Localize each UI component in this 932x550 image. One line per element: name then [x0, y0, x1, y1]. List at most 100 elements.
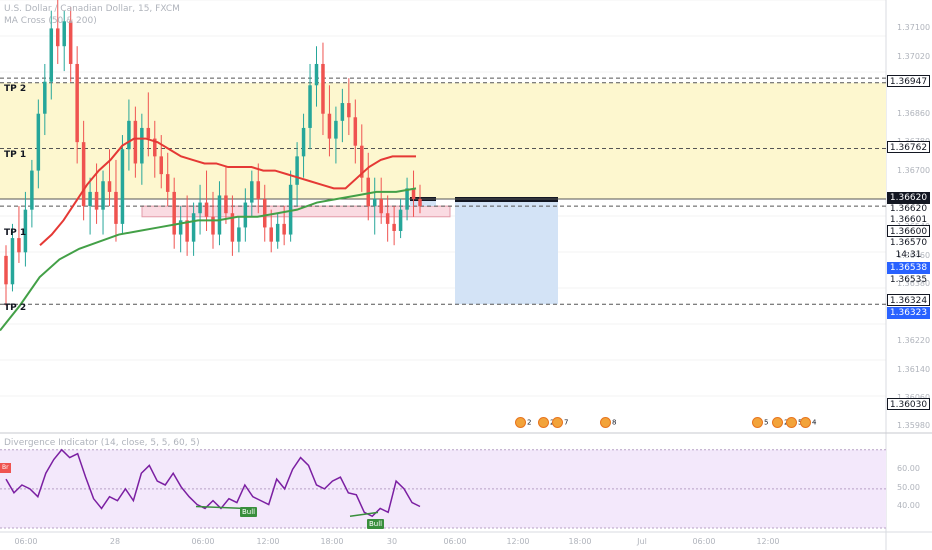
- candle-body: [55, 28, 60, 47]
- candle-body: [107, 181, 112, 192]
- candle-body: [398, 209, 403, 231]
- time-tick: 28: [109, 537, 121, 546]
- bear-signal-tag: Br: [0, 463, 11, 473]
- time-tick: 06:00: [443, 537, 467, 546]
- candle-body: [314, 63, 319, 86]
- event-marker-3[interactable]: 7: [552, 417, 568, 428]
- indicator-band: [0, 449, 886, 528]
- candle-body: [282, 223, 286, 235]
- price-label-p7: 1.36570: [889, 238, 928, 248]
- tp2-lower-label: TP 2: [4, 303, 27, 313]
- candle-body: [17, 238, 21, 253]
- price-label-p8: 1.36538: [887, 262, 930, 274]
- tp2-upper-label: TP 2: [4, 84, 27, 94]
- price-label-p3: 1.36620: [887, 192, 930, 204]
- stop-zone: [141, 205, 451, 218]
- candle-body: [211, 216, 215, 235]
- candle-body: [165, 174, 170, 192]
- candle-body: [36, 113, 41, 171]
- candle-body: [49, 28, 54, 82]
- event-marker-4[interactable]: 8: [600, 417, 616, 428]
- moving-averages: [0, 137, 417, 332]
- price-label-p5: 1.36601: [889, 215, 928, 225]
- candle-body: [178, 220, 183, 235]
- price-label-p4: 1.36620: [889, 204, 928, 214]
- event-marker-1[interactable]: 2: [515, 417, 531, 428]
- candle-body: [405, 188, 409, 210]
- time-tick: 06:00: [14, 537, 38, 546]
- candle-body: [411, 188, 416, 200]
- candle-body: [340, 103, 345, 121]
- candle-body: [334, 120, 338, 139]
- candle-body: [385, 213, 390, 224]
- price-tick: 1.37020: [897, 51, 931, 61]
- price-tick: 1.36860: [897, 108, 931, 118]
- flag-icon: [538, 417, 549, 428]
- candle-body: [94, 191, 99, 210]
- event-marker-8[interactable]: 4: [800, 417, 816, 428]
- indicator-pane: [0, 448, 886, 529]
- time-tick: 06:00: [191, 537, 215, 546]
- bull-signal-1: Bull: [240, 507, 258, 517]
- candle-body: [250, 181, 254, 203]
- candle-body: [10, 238, 15, 285]
- symbol-legend: U.S. Dollar / Canadian Dollar, 15, FXCM: [4, 4, 180, 14]
- flag-icon: [752, 417, 763, 428]
- candle-body: [101, 181, 105, 210]
- bull-signal-2: Bull: [367, 519, 385, 529]
- tp1-upper-label: TP 1: [4, 150, 27, 160]
- candle-body: [153, 138, 157, 157]
- price-label-p6: 1.36600: [887, 225, 930, 237]
- candle-body: [392, 223, 396, 231]
- price-tick: 1.37100: [897, 23, 931, 33]
- candle-body: [230, 213, 235, 242]
- candle-body: [237, 227, 241, 242]
- candle-body: [360, 145, 364, 178]
- price-label-p9: 1.36535: [889, 275, 928, 285]
- candle-body: [262, 199, 267, 228]
- candlestick-series: [4, 0, 422, 306]
- indicator-legend: Divergence Indicator (14, close, 5, 5, 6…: [4, 438, 200, 448]
- event-marker-5[interactable]: 5: [752, 417, 768, 428]
- candle-body: [301, 127, 306, 157]
- price-tick: 1.35980: [897, 421, 931, 431]
- candle-body: [146, 127, 151, 139]
- target-zone: [455, 199, 558, 305]
- flag-icon: [786, 417, 797, 428]
- flag-icon: [800, 417, 811, 428]
- indicator-tick-60: 60.00: [897, 464, 920, 473]
- price-tick: 1.36380: [897, 279, 931, 289]
- candle-body: [308, 85, 312, 128]
- candle-body: [327, 113, 332, 139]
- candle-body: [347, 103, 351, 118]
- entry-zone: [410, 199, 436, 207]
- indicator-tick-40: 40.00: [897, 501, 920, 510]
- price-tick: 1.36060: [897, 393, 930, 402]
- price-label-p1: 1.36947: [887, 75, 930, 87]
- candle-body: [185, 220, 189, 242]
- time-tick: 12:00: [256, 537, 280, 546]
- ma200-line: [0, 187, 417, 332]
- candle-body: [23, 209, 28, 253]
- divergence-line: [195, 505, 247, 510]
- candle-body: [418, 199, 422, 207]
- price-tick: 1.36460: [897, 250, 931, 260]
- candle-body: [379, 199, 383, 214]
- candle-body: [198, 202, 202, 214]
- candle-body: [256, 181, 261, 200]
- price-tick: 1.36140: [897, 364, 931, 374]
- take-profit-zone: [0, 82, 886, 200]
- candle-body: [68, 21, 73, 64]
- candle-body: [217, 195, 222, 235]
- time-tick: 06:00: [692, 537, 716, 546]
- level-lines: [0, 77, 886, 305]
- indicator-line: [5, 448, 421, 518]
- flag-icon: [552, 417, 563, 428]
- price-label-p12: 1.36030: [887, 398, 930, 410]
- candle-body: [321, 63, 325, 114]
- candle-body: [75, 63, 79, 143]
- candle-body: [127, 120, 131, 150]
- candle-body: [295, 156, 299, 185]
- price-tick: 1.36220: [897, 336, 931, 346]
